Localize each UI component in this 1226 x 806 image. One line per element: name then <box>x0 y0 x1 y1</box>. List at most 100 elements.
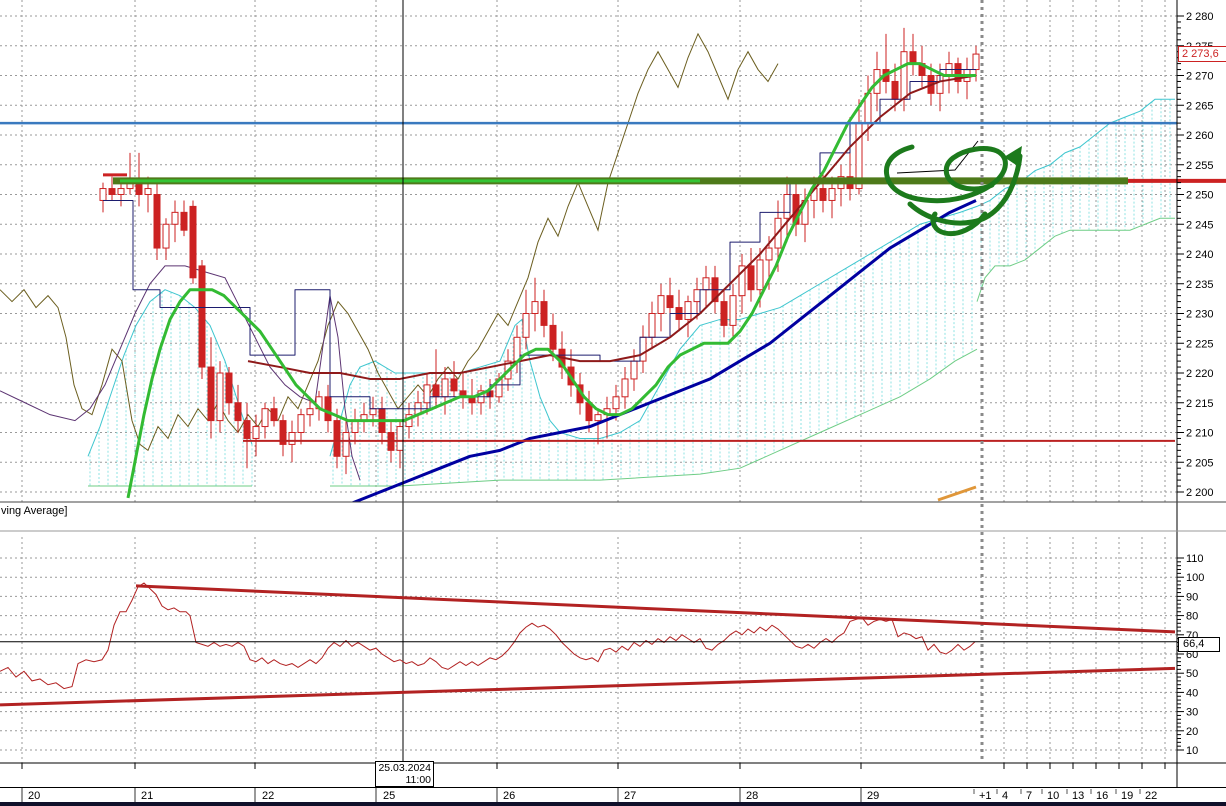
time-axis-future-label: 16 <box>1096 790 1108 802</box>
candle-bear <box>225 372 233 404</box>
candle-bull <box>171 211 179 225</box>
candle-bull <box>783 194 791 219</box>
time-axis-future-label: 13 <box>1072 790 1084 802</box>
osc-line <box>0 582 976 690</box>
chikou-olive-line <box>0 32 779 452</box>
hand-drawn-annotation <box>883 144 1023 237</box>
candle-bear <box>135 182 143 196</box>
candle-bear <box>747 265 755 291</box>
candle-bull <box>423 384 431 404</box>
candle-bear <box>108 188 116 196</box>
orange-segment <box>937 485 977 502</box>
time-axis-day-label: 22 <box>262 790 274 802</box>
time-axis-day-label: 29 <box>867 790 879 802</box>
oscillator-axis-label: 10 <box>1186 745 1198 757</box>
candle-bull <box>522 313 530 338</box>
price-axis-label: 2 215 <box>1186 398 1214 410</box>
oscillator-axis-label: 110 <box>1186 553 1204 565</box>
candle-bear <box>243 420 251 439</box>
candle-bull <box>216 372 224 422</box>
time-axis-day-label: 26 <box>503 790 515 802</box>
candle-bear <box>207 366 215 422</box>
candle-bull <box>369 408 377 416</box>
time-axis-future-label: 19 <box>1121 790 1133 802</box>
oscillator-layer <box>0 582 1177 707</box>
candle-bull <box>396 426 404 451</box>
date-tooltip: 25.03.2024 11:00 <box>375 761 434 787</box>
price-axis-label: 2 250 <box>1186 190 1214 202</box>
candle-bear <box>720 301 728 326</box>
oscillator-axis-label: 40 <box>1186 687 1198 699</box>
oscillator-value-label: 66,4 <box>1178 637 1220 652</box>
candle-bull <box>900 51 908 100</box>
price-axis-label: 2 210 <box>1186 428 1214 440</box>
candle-bear <box>324 396 332 422</box>
oscillator-axis-label: 90 <box>1186 591 1198 603</box>
price-axis-label: 2 255 <box>1186 160 1214 172</box>
panel-separator <box>0 503 1226 531</box>
date-tooltip-date: 25.03.2024 <box>378 762 431 774</box>
fast-ma-green <box>126 62 976 499</box>
osc-lower-trendline <box>0 666 1176 707</box>
candle-bear <box>153 194 161 249</box>
overlay-lines-layer <box>103 62 977 502</box>
candle-bear <box>909 51 917 65</box>
slow-ma-maroon <box>247 74 977 380</box>
candle-bull <box>594 414 602 422</box>
candle-bull <box>99 188 107 201</box>
candle-bull <box>261 408 269 428</box>
kijun-step-line <box>103 69 976 410</box>
candle-bear <box>432 384 440 398</box>
oscillator-axis-label: 80 <box>1186 611 1198 623</box>
candle-bull <box>288 432 296 445</box>
candle-bear <box>333 420 341 457</box>
annotation-stroke <box>907 153 1023 226</box>
background-lines-layer <box>0 32 779 481</box>
time-axis-future-label: +1 <box>979 790 992 802</box>
annotation-stroke <box>930 211 988 237</box>
vline-layer <box>402 0 984 763</box>
candle-bull <box>252 426 260 439</box>
oscillator-axis-label: 100 <box>1186 572 1204 584</box>
candle-bear <box>891 80 899 100</box>
candle-bull <box>306 408 314 416</box>
annotation-arrow-head <box>1004 146 1022 167</box>
candle-bull <box>729 295 737 326</box>
purple-left-line <box>0 265 361 481</box>
candle-bull <box>738 265 746 297</box>
candle-bull <box>630 360 638 380</box>
time-axis-future-label: 4 <box>1002 790 1008 802</box>
candle-bull <box>693 289 701 303</box>
candle-bull <box>117 188 125 196</box>
candle-bull <box>972 53 980 71</box>
candle-bear <box>666 295 674 309</box>
price-axis-label: 2 200 <box>1186 487 1214 499</box>
hline-layer <box>0 121 1226 502</box>
current-price-label: 2 273,6 <box>1178 46 1226 62</box>
time-axis-future-label: 7 <box>1026 790 1032 802</box>
candle-bull <box>612 396 620 410</box>
candle-bull <box>441 378 449 398</box>
oscillator-axis-label: 60 <box>1186 649 1198 661</box>
candle-bull <box>828 188 836 201</box>
time-axis-day-label: 21 <box>141 790 153 802</box>
price-axis-label: 2 205 <box>1186 457 1214 469</box>
candle-bull <box>648 313 656 338</box>
ichimoku-cloud-layer <box>87 98 1175 487</box>
price-axis-label: 2 235 <box>1186 279 1214 291</box>
candle-bull <box>702 277 710 291</box>
oscillator-axis-label: 50 <box>1186 668 1198 680</box>
slow-ma-navy <box>350 199 977 502</box>
candle-bull <box>513 336 521 362</box>
candle-bear <box>540 301 548 326</box>
candle-bear <box>549 324 557 350</box>
price-axis-label: 2 225 <box>1186 338 1214 350</box>
candle-bear <box>180 211 188 231</box>
candle-bear <box>954 63 962 82</box>
candle-bear <box>792 194 800 225</box>
price-axis-label: 2 240 <box>1186 249 1214 261</box>
price-axis-label: 2 270 <box>1186 71 1214 83</box>
candle-bull <box>684 301 692 320</box>
